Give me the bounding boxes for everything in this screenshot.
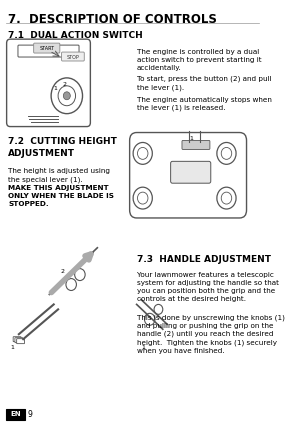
Text: 1: 1 [190,136,194,141]
Text: The height is adjusted using
the special lever (1).: The height is adjusted using the special… [8,168,110,183]
Text: 1: 1 [142,345,146,350]
FancyBboxPatch shape [13,337,21,342]
Text: 7.2  CUTTING HEIGHT
ADJUSTMENT: 7.2 CUTTING HEIGHT ADJUSTMENT [8,138,117,158]
FancyBboxPatch shape [182,141,210,150]
Bar [6,409,25,420]
FancyBboxPatch shape [7,39,90,127]
Text: 7.1  DUAL ACTION SWITCH: 7.1 DUAL ACTION SWITCH [8,31,143,40]
FancyBboxPatch shape [15,338,23,343]
Text: Your lawnmower features a telescopic
system for adjusting the handle so that
you: Your lawnmower features a telescopic sys… [136,272,279,302]
Text: 2: 2 [61,269,64,274]
FancyBboxPatch shape [34,43,60,53]
Text: 1: 1 [10,345,14,350]
FancyBboxPatch shape [171,161,211,183]
Text: This is done by unscrewing the knobs (1)
and pulling or pushing the grip on the
: This is done by unscrewing the knobs (1)… [136,314,284,354]
Text: 7.  DESCRIPTION OF CONTROLS: 7. DESCRIPTION OF CONTROLS [8,13,217,26]
Text: EN: EN [10,411,21,417]
FancyBboxPatch shape [130,132,247,218]
Text: The engine is controlled by a dual
action switch to prevent starting it
accident: The engine is controlled by a dual actio… [136,49,261,71]
Text: 1: 1 [53,86,57,91]
Text: To start, press the button (2) and pull
the lever (1).: To start, press the button (2) and pull … [136,76,271,91]
Text: The engine automatically stops when
the lever (1) is released.: The engine automatically stops when the … [136,97,272,111]
Text: MAKE THIS ADJUSTMENT
ONLY WHEN THE BLADE IS
STOPPED.: MAKE THIS ADJUSTMENT ONLY WHEN THE BLADE… [8,185,114,207]
Text: 2: 2 [62,82,66,87]
Text: STOP: STOP [67,55,79,60]
Text: 9: 9 [28,410,32,419]
Text: 7.3  HANDLE ADJUSTMENT: 7.3 HANDLE ADJUSTMENT [136,255,271,264]
FancyBboxPatch shape [61,52,84,61]
Circle shape [63,92,70,100]
FancyBboxPatch shape [17,339,25,344]
Text: START: START [39,46,54,51]
FancyBboxPatch shape [18,45,79,57]
